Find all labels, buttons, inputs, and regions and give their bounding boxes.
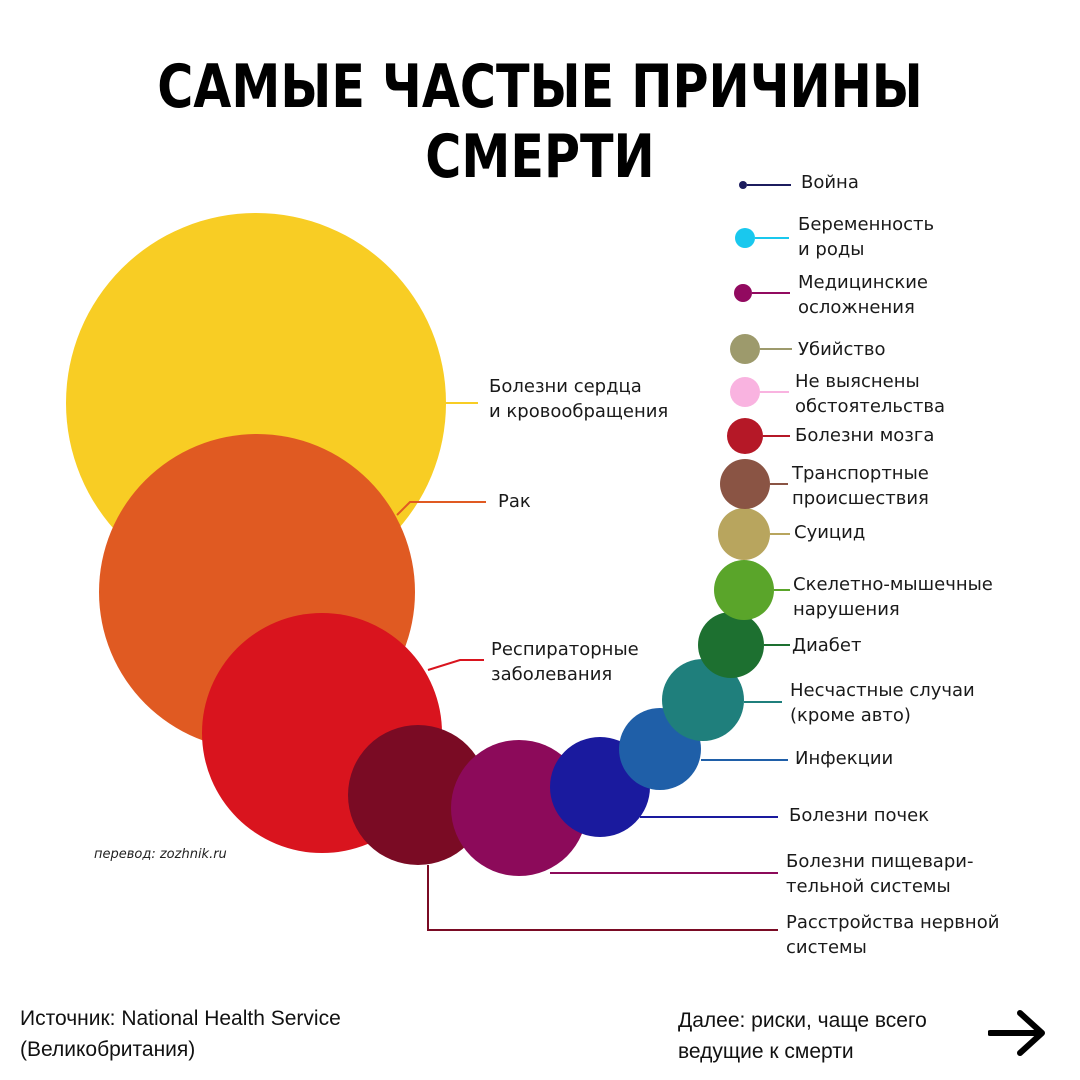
label-line: заболевания (491, 664, 612, 685)
label-line: Медицинские (798, 272, 928, 293)
label-2: Рак (498, 491, 531, 512)
label-line: системы (786, 937, 867, 958)
label-10: Скелетно-мышечные нарушения (793, 574, 993, 620)
label-line: Расстройства нервной (786, 912, 999, 933)
label-15: Убийство (798, 339, 885, 360)
label-line: Болезни пищевари- (786, 851, 973, 872)
page-title: САМЫЕ ЧАСТЫЕ ПРИЧИНЫ СМЕРТИ (157, 52, 923, 192)
arrow-right-icon[interactable] (988, 1008, 1048, 1058)
label-line: обстоятельства (795, 396, 945, 417)
label-line: Респираторные (491, 639, 639, 660)
bubble-4 (348, 725, 488, 865)
label-line: Суицид (794, 522, 865, 543)
label-line: происшествия (792, 488, 929, 509)
next-note: Далее: риски, чаще всего ведущие к смерт… (678, 1005, 978, 1067)
label-11: Суицид (794, 522, 865, 543)
label-line: нарушения (793, 599, 900, 620)
label-line: Скелетно-мышечные (793, 574, 993, 595)
label-17: Беременность и роды (798, 214, 934, 260)
bubble-13 (727, 418, 763, 454)
label-14: Не выяснены обстоятельства (795, 371, 945, 417)
label-18: Война (801, 172, 859, 193)
label-4: Расстройства нервной системы (786, 912, 999, 958)
label-12: Транспортные происшествия (791, 463, 929, 509)
label-line: Болезни сердца (489, 376, 642, 397)
label-line: Болезни почек (789, 805, 929, 826)
label-13: Болезни мозга (795, 425, 934, 446)
label-7: Инфекции (795, 748, 893, 769)
bubble-11 (718, 508, 770, 560)
label-8: Несчастные случаи (кроме авто) (790, 680, 975, 726)
bubble-15 (730, 334, 760, 364)
bubble-14 (730, 377, 760, 407)
leader-line-3 (427, 659, 484, 671)
label-line: Инфекции (795, 748, 893, 769)
label-line: Болезни мозга (795, 425, 934, 446)
leader-line-4 (427, 865, 778, 931)
label-line: Убийство (798, 339, 885, 360)
label-line: Рак (498, 491, 531, 512)
label-line: Диабет (792, 635, 861, 656)
label-line: Несчастные случаи (790, 680, 975, 701)
label-16: Медицинские осложнения (798, 272, 928, 318)
label-5: Болезни пищевари-тельной системы (786, 851, 973, 897)
source-line-2: (Великобритания) (20, 1038, 196, 1061)
label-6: Болезни почек (789, 805, 929, 826)
label-line: и кровообращения (489, 401, 668, 422)
bubble-16 (734, 284, 752, 302)
label-line: Не выяснены (795, 371, 920, 392)
label-1: Болезни сердца и кровообращения (489, 376, 668, 422)
translation-credit: перевод: zozhnik.ru (94, 847, 227, 862)
label-line: и роды (798, 239, 865, 260)
source-note: Источник: National Health Service (Велик… (20, 1003, 440, 1065)
label-line: осложнения (798, 297, 915, 318)
label-9: Диабет (792, 635, 861, 656)
bubble-10 (714, 560, 774, 620)
source-line-1: Источник: National Health Service (20, 1007, 341, 1030)
bubble-17 (735, 228, 755, 248)
bubble-18 (739, 181, 747, 189)
label-3: Респираторные заболевания (491, 639, 639, 685)
bubble-8 (662, 659, 744, 741)
label-line: Беременность (798, 214, 934, 235)
label-line: (кроме авто) (790, 705, 911, 726)
label-line: Война (801, 172, 859, 193)
next-line-2: ведущие к смерти (678, 1040, 854, 1063)
label-line: тельной системы (786, 876, 951, 897)
next-line-1: Далее: риски, чаще всего (678, 1009, 927, 1032)
label-line: Транспортные (791, 463, 929, 484)
bubble-9 (698, 612, 764, 678)
leader-line-2 (396, 501, 486, 516)
bubble-12 (720, 459, 770, 509)
